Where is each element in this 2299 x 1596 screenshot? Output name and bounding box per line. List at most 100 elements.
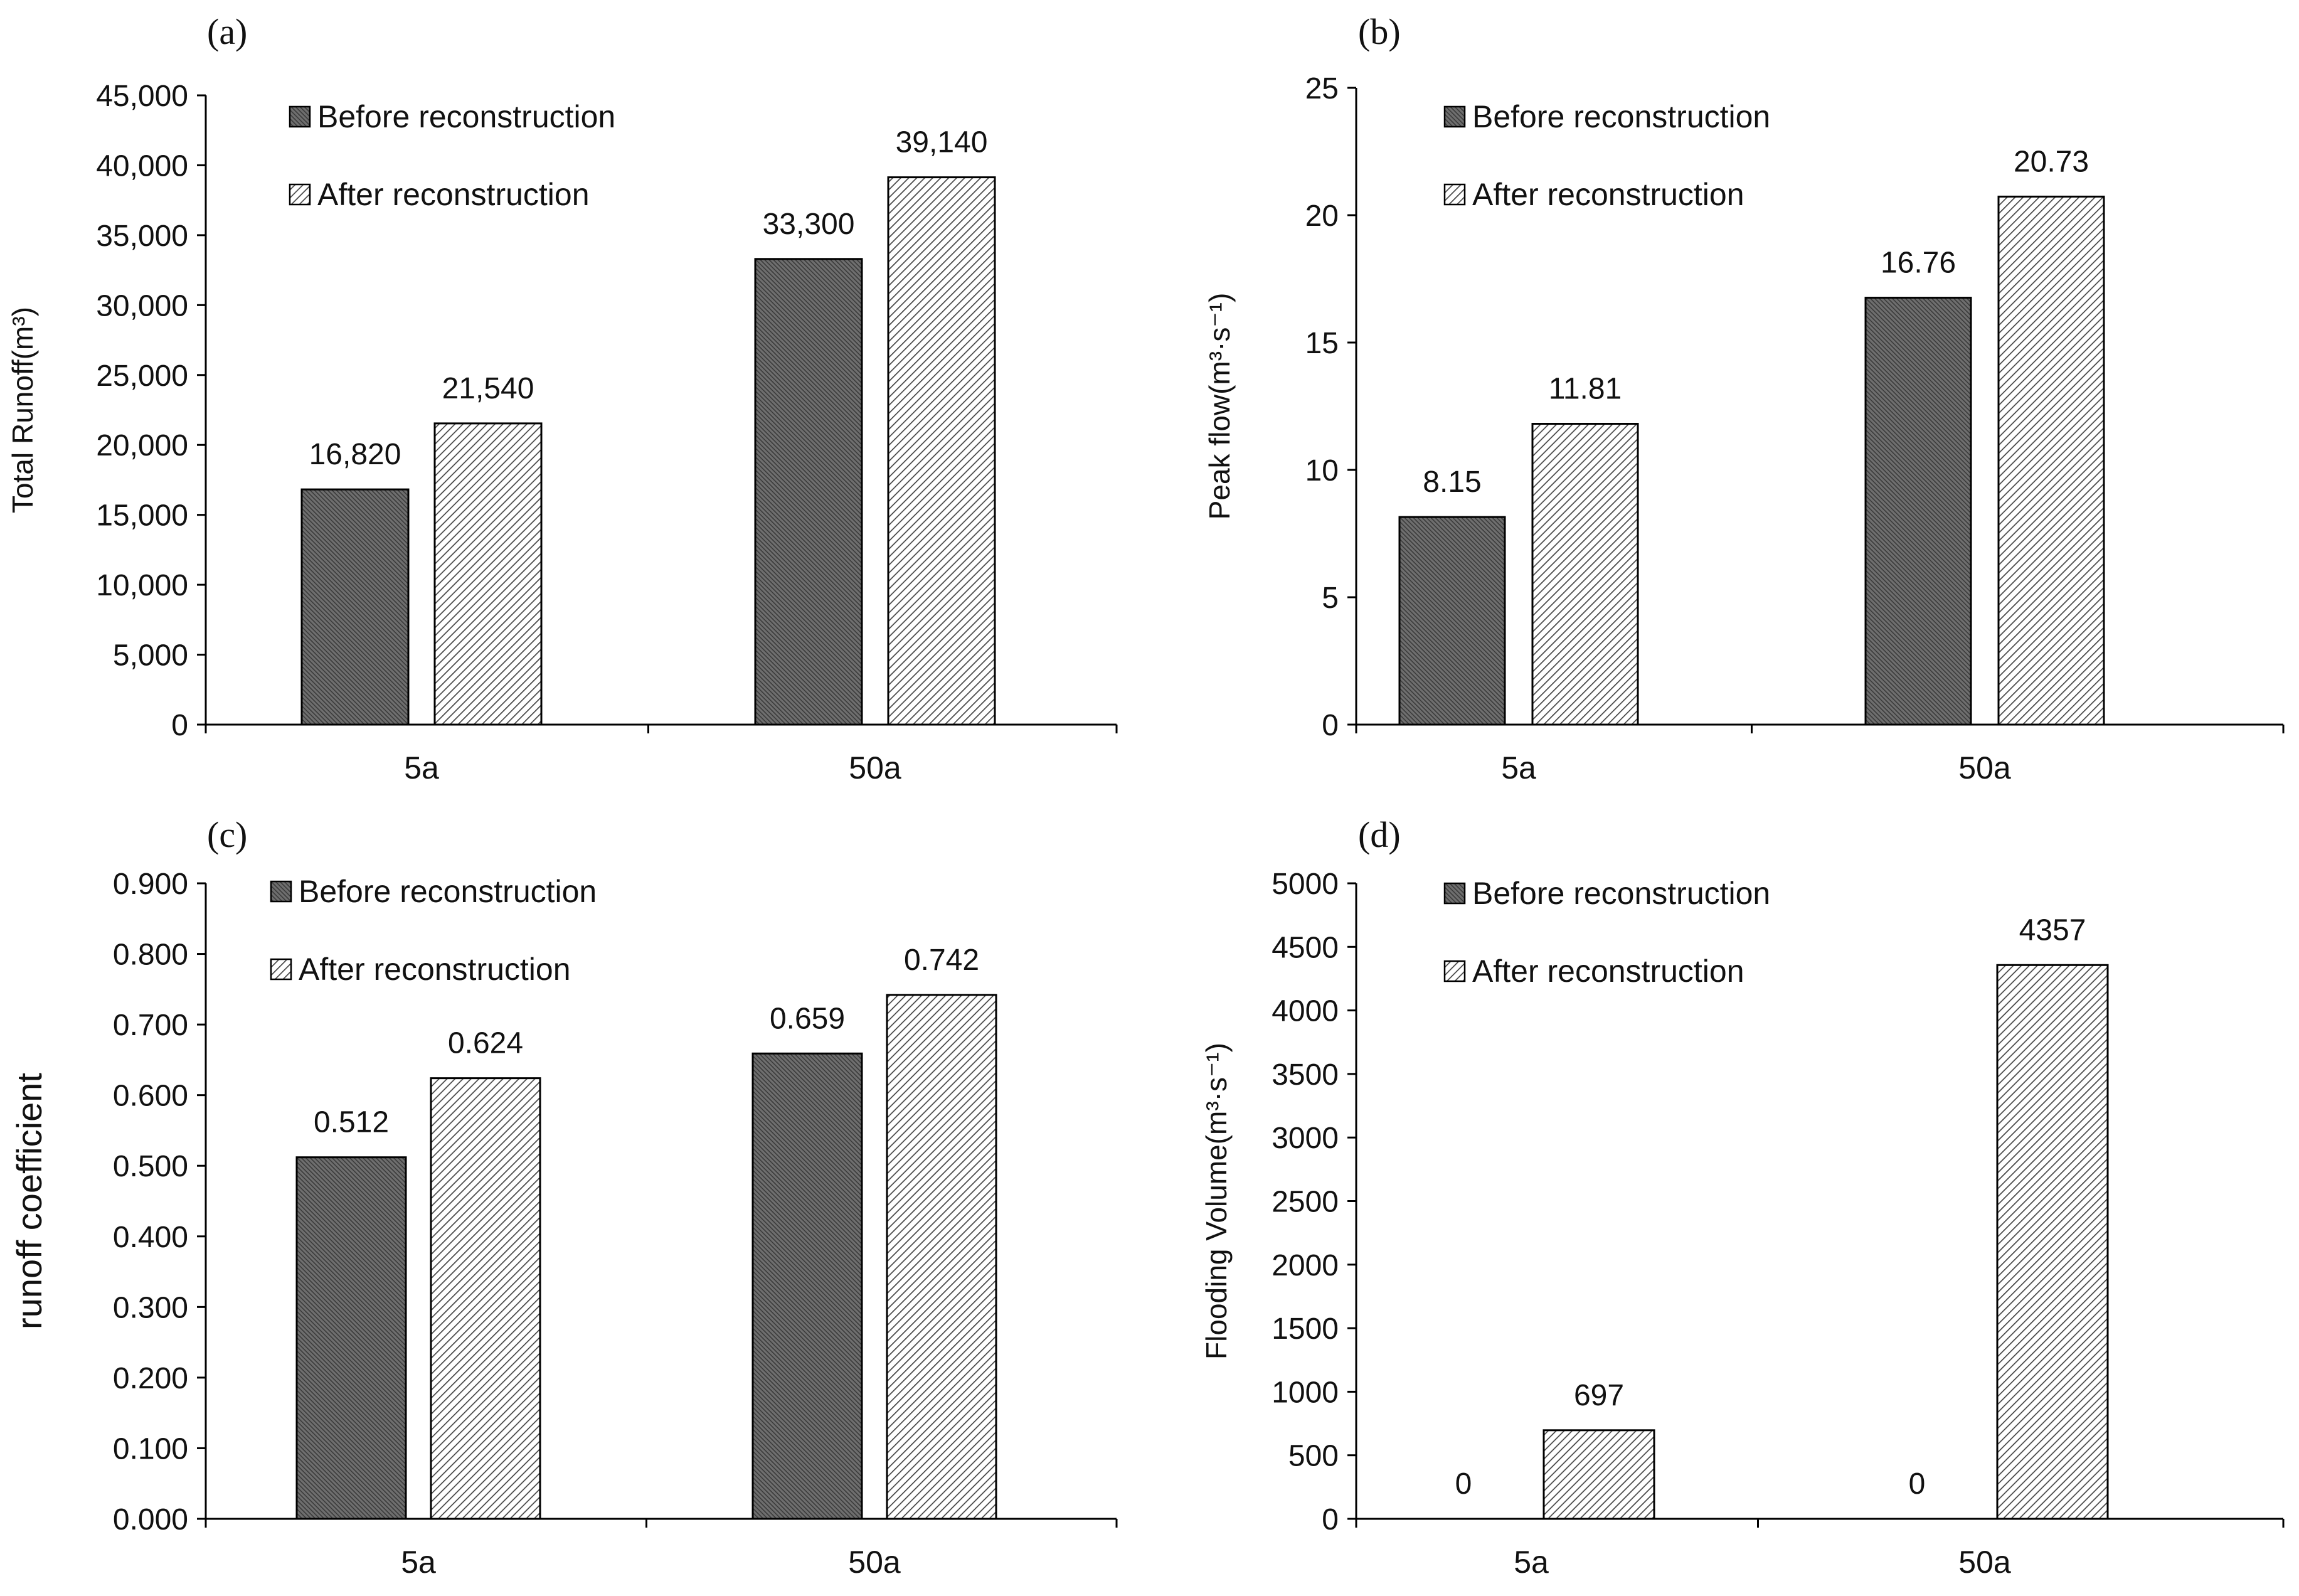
panel-b-y-tick-label: 15 [1305, 327, 1339, 360]
panel-c-data-label: 0.512 [314, 1106, 389, 1139]
panel-b-y-tick-label: 0 [1322, 709, 1339, 742]
panel-d-y-axis-title: Flooding Volume(m³·s⁻¹) [1200, 1043, 1233, 1359]
panel-b-y-tick-label: 25 [1305, 72, 1339, 105]
panel-c-data-label: 0.659 [770, 1002, 845, 1035]
panel-c-legend-swatch [270, 880, 292, 903]
panel-a-data-label: 39,140 [896, 126, 988, 159]
panel-a-y-tick-label: 15,000 [96, 499, 188, 533]
panel-c-y-axis-title: runoff coefficient [9, 1073, 49, 1329]
panel-c-legend-swatch [270, 958, 292, 981]
panel-d-y-tick-label: 5000 [1272, 868, 1339, 901]
panel-a-data-label: 21,540 [442, 372, 534, 405]
panel-a-x-tick-label: 50a [849, 750, 901, 785]
panel-d-y-tick-label: 3000 [1272, 1122, 1339, 1155]
panel-c-bar [886, 994, 997, 1520]
panel-c-legend-label: After reconstruction [299, 952, 571, 987]
panel-a-y-axis-title: Total Runoff(m³) [6, 307, 39, 513]
panel-d-legend-swatch [1443, 960, 1466, 982]
panel-b-y-axis-title: Peak flow(m³·s⁻¹) [1203, 293, 1236, 520]
panel-c-y-tick-label: 0.900 [113, 868, 188, 901]
panel-b-bar [1864, 297, 1972, 726]
panel-c-panel-label: (c) [207, 814, 247, 855]
panel-b-y-tick-label: 5 [1322, 582, 1339, 615]
panel-d-legend-label: Before reconstruction [1472, 876, 1770, 911]
panel-c-x-tick-label: 5a [401, 1545, 436, 1580]
panel-d-x-tick-label: 50a [1958, 1545, 2011, 1580]
panel-a-data-label: 16,820 [309, 438, 401, 471]
panel-d-legend-label: After reconstruction [1472, 954, 1744, 989]
panel-b-data-label: 8.15 [1423, 466, 1481, 499]
panel-d-legend-swatch [1443, 882, 1466, 905]
panel-a-legend-swatch [289, 105, 311, 128]
panel-b-bar [1997, 195, 2105, 726]
panel-a-bar [754, 258, 863, 726]
panel-c-y-tick-label: 0.800 [113, 939, 188, 972]
panel-d-data-label: 0 [1909, 1467, 1926, 1501]
panel-b-data-label: 20.73 [2014, 145, 2089, 178]
panel-b-bar [1398, 516, 1506, 726]
panel-b-legend-label: Before reconstruction [1472, 99, 1770, 134]
panel-d-x-tick-label: 5a [1514, 1545, 1549, 1580]
panel-d-panel-label: (d) [1358, 814, 1401, 855]
panel-b-x-tick-label: 5a [1501, 750, 1536, 785]
panel-a-y-tick-label: 30,000 [96, 289, 188, 322]
panel-c-data-label: 0.624 [448, 1027, 523, 1060]
panel-d-y-tick-label: 3500 [1272, 1058, 1339, 1092]
panel-c-bar [430, 1077, 541, 1520]
panel-a-legend-label: Before reconstruction [317, 99, 615, 134]
panel-a-y-tick-label: 10,000 [96, 569, 188, 602]
panel-d-y-tick-label: 500 [1288, 1440, 1339, 1473]
panel-a-y-tick-label: 35,000 [96, 220, 188, 253]
panel-c-y-tick-label: 0.500 [113, 1150, 188, 1183]
panel-d-y-tick-label: 2500 [1272, 1186, 1339, 1219]
panel-a-legend-label: After reconstruction [317, 177, 590, 212]
panel-c-y-tick-label: 0.300 [113, 1291, 188, 1324]
panel-a-legend-swatch [289, 183, 311, 206]
panel-d-bar [1996, 964, 2109, 1520]
panel-b-y-tick-label: 20 [1305, 200, 1339, 233]
panel-d-y-tick-label: 1000 [1272, 1376, 1339, 1409]
panel-a-y-tick-label: 45,000 [96, 80, 188, 113]
panel-b-legend-label: After reconstruction [1472, 177, 1744, 212]
panel-b-bar [1531, 423, 1639, 726]
panel-c-y-tick-label: 0.600 [113, 1080, 188, 1113]
panel-b-panel-label: (b) [1358, 11, 1401, 52]
panel-b-data-label: 11.81 [1549, 373, 1622, 406]
panel-a-bar [887, 176, 996, 726]
panel-c-y-tick-label: 0.700 [113, 1009, 188, 1042]
panel-c-legend-label: Before reconstruction [299, 874, 597, 909]
panel-d-data-label: 0 [1455, 1467, 1472, 1501]
panel-b-y-tick-label: 10 [1305, 454, 1339, 487]
panel-a-panel-label: (a) [207, 11, 247, 52]
panel-b-legend-swatch [1443, 105, 1466, 128]
panel-a-data-label: 33,300 [763, 208, 855, 241]
panel-a-bar [300, 488, 410, 726]
panel-b-x-tick-label: 50a [1958, 750, 2011, 785]
panel-d-data-label: 4357 [2019, 913, 2086, 947]
panel-b-data-label: 16.76 [1881, 247, 1956, 280]
panel-c-x-tick-label: 50a [848, 1545, 901, 1580]
panel-d-y-tick-label: 4000 [1272, 995, 1339, 1028]
panel-a-y-tick-label: 0 [171, 709, 188, 742]
panel-d-bar [1542, 1429, 1655, 1520]
panel-a-y-tick-label: 25,000 [96, 359, 188, 393]
panel-a-y-tick-label: 5,000 [113, 639, 188, 673]
panel-a-x-tick-label: 5a [404, 750, 439, 785]
panel-b-legend-swatch [1443, 183, 1466, 206]
panel-d-y-tick-label: 0 [1322, 1503, 1339, 1536]
panel-d-y-tick-label: 4500 [1272, 931, 1339, 964]
panel-d-data-label: 697 [1574, 1379, 1624, 1412]
panel-a-y-tick-label: 20,000 [96, 429, 188, 462]
panel-c-data-label: 0.742 [904, 944, 979, 977]
panel-d-y-tick-label: 2000 [1272, 1249, 1339, 1282]
panel-c-bar [295, 1156, 407, 1520]
panel-c-y-tick-label: 0.100 [113, 1432, 188, 1466]
panel-d-y-tick-label: 1500 [1272, 1312, 1339, 1346]
panel-c-y-tick-label: 0.200 [113, 1362, 188, 1395]
panel-c-y-tick-label: 0.000 [113, 1503, 188, 1536]
panel-a-y-tick-label: 40,000 [96, 149, 188, 183]
panel-c-bar [751, 1052, 863, 1520]
panel-a-bar [433, 422, 543, 726]
